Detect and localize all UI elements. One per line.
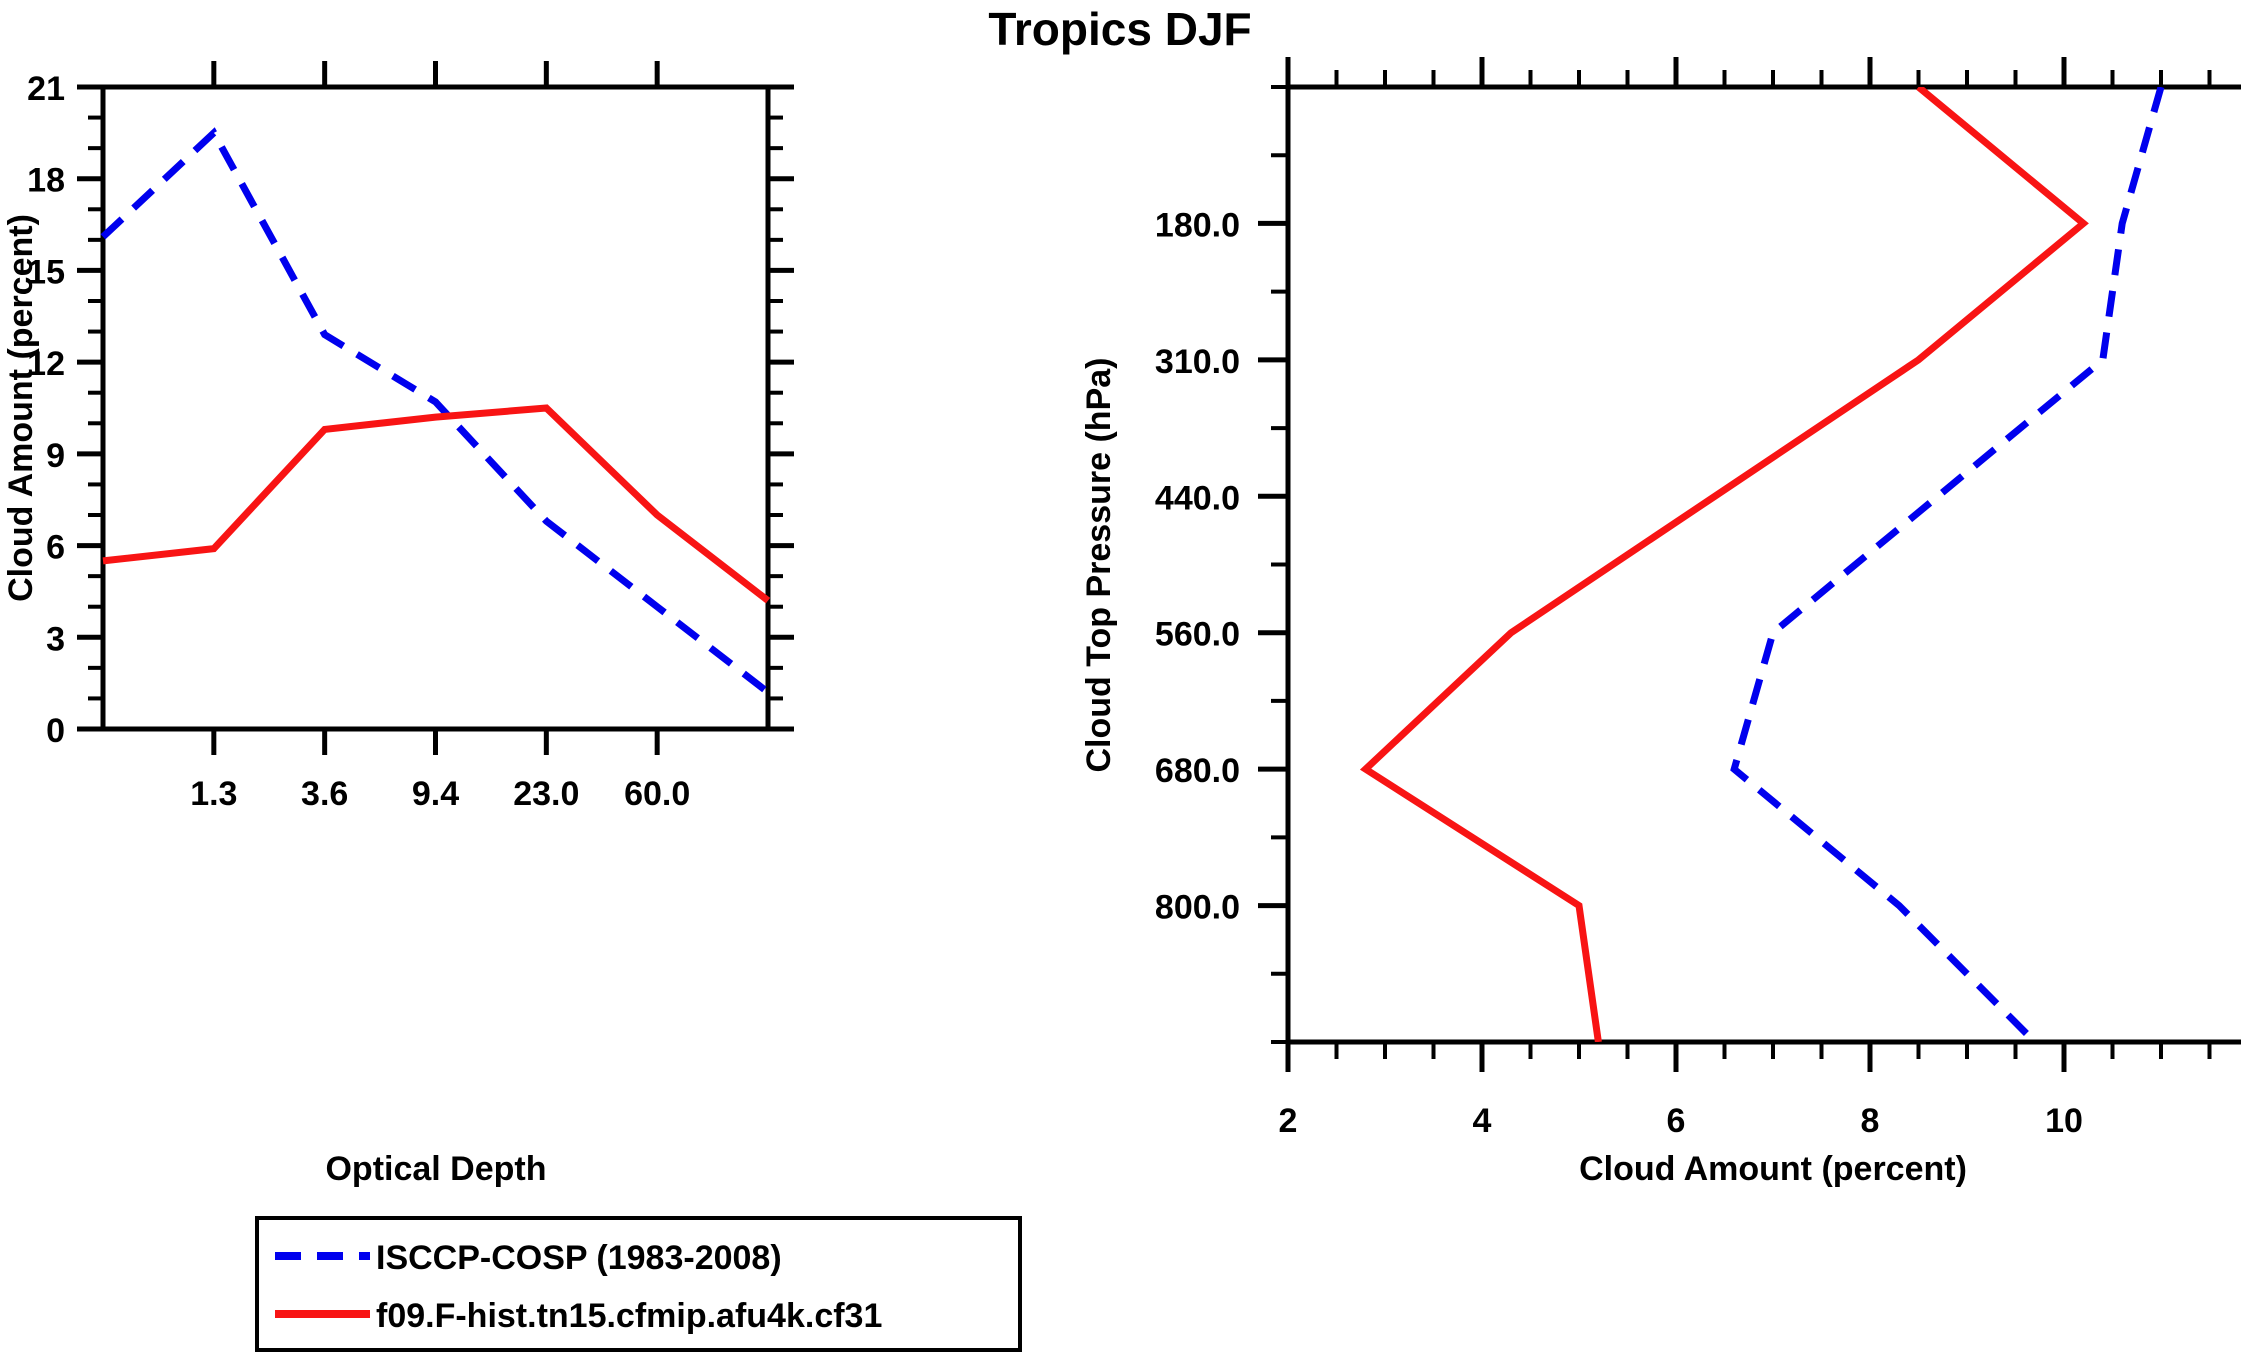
right-x-tick-label: 8 — [1861, 1102, 1880, 1140]
right-x-tick-label: 2 — [1279, 1102, 1298, 1140]
left-y-tick-label: 6 — [46, 529, 65, 567]
right-panel-x-axis-label: Cloud Amount (percent) — [1579, 1150, 1967, 1188]
left-x-tick-label: 3.6 — [301, 775, 348, 813]
legend-box — [255, 1216, 1022, 1352]
left-panel-frame — [100, 84, 771, 732]
right-panel-series — [1359, 87, 2165, 1042]
right-y-tick-label: 310.0 — [1155, 343, 1240, 381]
left-x-tick-label: 23.0 — [513, 775, 579, 813]
left-panel-x-axis-label: Optical Depth — [325, 1150, 546, 1188]
left-y-tick-label: 12 — [27, 345, 65, 383]
left-x-tick-label: 1.3 — [190, 775, 237, 813]
left-series-isccp-cosp — [100, 127, 771, 696]
left-y-tick-label: 18 — [27, 162, 65, 200]
right-y-tick-label: 440.0 — [1155, 479, 1240, 517]
legend-label-f09-model: f09.F-hist.tn15.cfmip.afu4k.cf31 — [376, 1297, 882, 1335]
right-x-tick-label: 10 — [2045, 1102, 2083, 1140]
right-x-tick-label: 4 — [1473, 1102, 1492, 1140]
right-panel-y-ticks — [1258, 85, 1288, 1044]
right-x-tick-label: 12 — [2239, 1102, 2241, 1140]
left-series-f09-model — [102, 404, 771, 604]
left-y-tick-label: 0 — [46, 712, 65, 750]
left-y-tick-label: 21 — [27, 70, 65, 108]
left-panel-y-axis-label: Cloud Amount (percent) — [2, 214, 40, 602]
left-y-tick-label: 9 — [46, 437, 65, 475]
right-panel-y-axis-label: Cloud Top Pressure (hPa) — [1080, 358, 1118, 773]
right-x-tick-label: 6 — [1667, 1102, 1686, 1140]
legend: ISCCP-COSP (1983-2008) f09.F-hist.tn15.c… — [255, 1216, 1022, 1352]
right-panel-y-tick-labels: 180.0 310.0 440.0 560.0 680.0 800.0 — [1155, 206, 1240, 926]
right-panel-x-tick-labels: 2 4 6 8 10 12 — [1279, 1102, 2241, 1140]
left-y-tick-label: 3 — [46, 620, 65, 658]
left-panel-y-ticks — [77, 84, 794, 732]
right-y-tick-label: 180.0 — [1155, 206, 1240, 244]
left-panel-x-ticks — [211, 61, 660, 755]
right-panel-frame — [1285, 84, 2241, 1045]
left-y-tick-label: 15 — [27, 253, 65, 291]
right-panel-x-ticks — [1285, 57, 2212, 1072]
left-panel-optical-depth: 0 3 6 9 12 15 18 21 1.3 3.6 9.4 23.0 60.0 Optical D… — [2, 61, 794, 1188]
figure-title: Tropics DJF — [988, 3, 1251, 55]
left-x-tick-label: 9.4 — [412, 775, 459, 813]
right-series-f09-model — [1359, 87, 2089, 1042]
left-panel-x-tick-labels: 1.3 3.6 9.4 23.0 60.0 — [190, 775, 690, 813]
legend-label-isccp-cosp: ISCCP-COSP (1983-2008) — [376, 1239, 782, 1277]
right-y-tick-label: 800.0 — [1155, 889, 1240, 927]
left-panel-y-tick-labels: 0 3 6 9 12 15 18 21 — [27, 70, 65, 750]
left-panel-series — [100, 127, 771, 696]
right-series-isccp-cosp — [1730, 87, 2165, 1042]
right-y-tick-label: 560.0 — [1155, 616, 1240, 654]
right-y-tick-label: 680.0 — [1155, 752, 1240, 790]
left-x-tick-label: 60.0 — [624, 775, 690, 813]
